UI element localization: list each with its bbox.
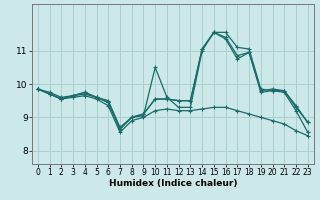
X-axis label: Humidex (Indice chaleur): Humidex (Indice chaleur) bbox=[108, 179, 237, 188]
